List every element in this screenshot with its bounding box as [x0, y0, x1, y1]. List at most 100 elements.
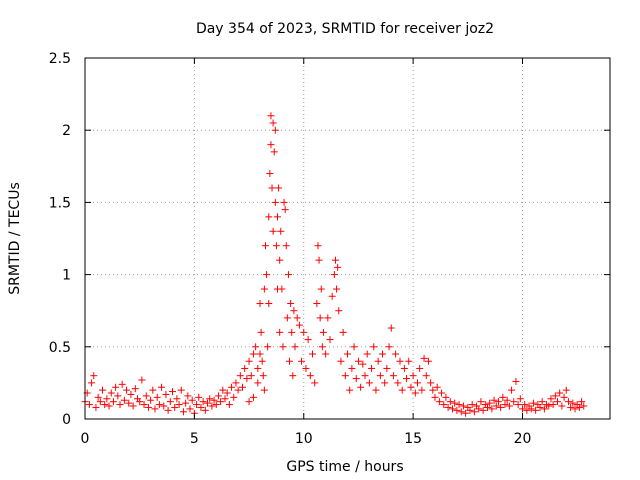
data-point — [256, 299, 264, 307]
data-point — [260, 285, 268, 293]
data-point — [105, 402, 113, 410]
data-point — [149, 386, 157, 394]
data-point — [109, 398, 117, 406]
data-point — [503, 396, 511, 404]
y-axis-label: SRMTID / TECUs — [7, 182, 23, 295]
axis-ticks: 0 5 10 15 20 0 0.5 1 1.5 2 2.5 — [49, 51, 610, 447]
data-point — [431, 393, 439, 401]
data-point — [188, 396, 196, 404]
data-point — [538, 398, 546, 406]
data-point — [440, 401, 448, 409]
data-point — [118, 380, 126, 388]
data-point — [195, 393, 203, 401]
data-point — [451, 399, 459, 407]
data-point — [92, 403, 100, 411]
data-point — [551, 392, 559, 400]
data-point — [429, 386, 437, 394]
data-point — [368, 364, 376, 372]
data-point — [435, 398, 443, 406]
data-point — [372, 386, 380, 394]
data-point — [536, 403, 544, 411]
data-point — [505, 402, 513, 410]
data-point — [554, 398, 561, 406]
data-point — [424, 357, 432, 365]
data-point — [479, 406, 487, 414]
data-point — [562, 386, 570, 394]
data-point — [182, 399, 190, 407]
data-point — [564, 398, 572, 406]
data-point — [166, 398, 174, 406]
data-point — [331, 256, 339, 264]
data-point — [257, 328, 265, 336]
data-point — [140, 401, 148, 409]
data-point — [521, 401, 529, 409]
data-point — [282, 242, 290, 250]
x-tick-label: 20 — [514, 431, 532, 447]
data-point — [177, 386, 185, 394]
data-point — [129, 402, 137, 410]
data-point — [162, 390, 170, 398]
data-point — [385, 343, 393, 351]
data-point — [239, 383, 246, 391]
data-point — [144, 403, 152, 411]
data-point — [175, 401, 183, 409]
data-point — [147, 396, 155, 404]
data-point — [306, 372, 314, 380]
data-point — [158, 383, 166, 391]
data-point — [186, 405, 194, 413]
data-point — [245, 398, 253, 406]
data-point — [281, 206, 289, 214]
data-point — [271, 198, 279, 206]
data-point — [249, 393, 257, 401]
grid — [85, 58, 610, 419]
data-point — [510, 398, 518, 406]
data-point — [529, 399, 537, 407]
data-point — [263, 271, 271, 279]
data-point — [208, 402, 216, 410]
data-point — [206, 395, 214, 403]
data-point — [453, 406, 461, 414]
data-point — [580, 402, 588, 410]
data-point — [236, 372, 244, 380]
data-point — [197, 403, 205, 411]
data-point — [571, 405, 579, 413]
data-point — [85, 401, 93, 409]
x-tick-label: 15 — [404, 431, 422, 447]
data-point — [314, 242, 322, 250]
data-point — [407, 383, 415, 391]
data-point — [354, 357, 362, 365]
data-point — [389, 372, 397, 380]
data-point — [304, 336, 312, 344]
data-point — [575, 403, 583, 411]
data-point — [96, 398, 104, 406]
data-point — [335, 307, 343, 315]
data-point — [267, 141, 275, 149]
data-point — [219, 386, 227, 394]
data-point — [204, 399, 211, 407]
data-point — [274, 213, 281, 221]
data-point — [556, 389, 564, 397]
data-point — [311, 379, 319, 387]
data-point — [173, 395, 181, 403]
data-point — [409, 372, 417, 380]
data-point — [278, 285, 286, 293]
data-point — [387, 324, 395, 332]
data-point — [210, 396, 218, 404]
data-point — [442, 393, 450, 401]
data-point — [269, 119, 277, 127]
data-point — [322, 350, 330, 358]
data-point — [313, 299, 321, 307]
data-point — [101, 401, 109, 409]
data-point — [266, 170, 274, 178]
data-point — [370, 343, 378, 351]
data-point — [446, 398, 454, 406]
data-point — [276, 256, 284, 264]
data-point — [289, 372, 297, 380]
data-point — [512, 377, 520, 385]
data-point — [265, 299, 273, 307]
y-tick-label: 1 — [62, 268, 71, 284]
data-point — [383, 364, 391, 372]
data-point — [153, 393, 161, 401]
data-point — [486, 399, 494, 407]
data-point — [201, 406, 209, 414]
